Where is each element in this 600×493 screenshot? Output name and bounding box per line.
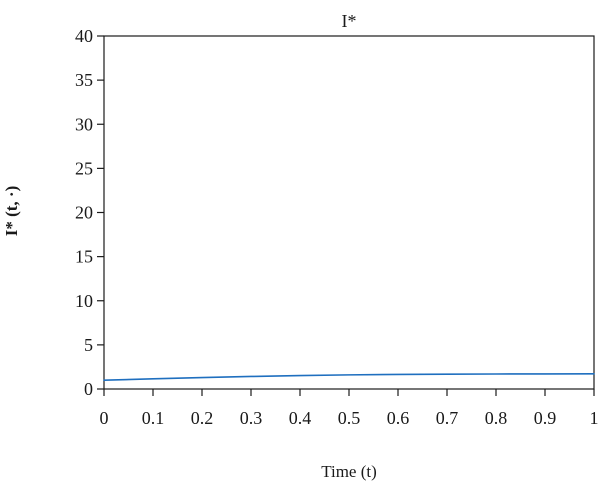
x-tick-label: 1: [590, 408, 599, 428]
x-tick-label: 0.1: [142, 408, 165, 428]
x-axis: 0 0.1 0.2 0.3 0.4 0.5 0.6 0.7 0.8 0.9 1: [100, 389, 599, 428]
y-axis: 0 5 10 15 20 25 30 35 40: [75, 26, 104, 399]
x-tick-label: 0.6: [387, 408, 410, 428]
chart-title: I*: [342, 11, 357, 31]
y-tick-label: 5: [84, 335, 93, 355]
x-tick-label: 0.8: [485, 408, 508, 428]
y-tick-label: 0: [84, 379, 93, 399]
y-tick-label: 10: [75, 291, 93, 311]
x-tick-label: 0.5: [338, 408, 361, 428]
x-tick-label: 0.4: [289, 408, 312, 428]
x-tick-label: 0.3: [240, 408, 263, 428]
y-tick-label: 35: [75, 70, 93, 90]
y-tick-label: 40: [75, 26, 93, 46]
x-tick-label: 0: [100, 408, 109, 428]
x-axis-label: Time (t): [321, 462, 377, 481]
x-tick-label: 0.7: [436, 408, 459, 428]
y-tick-label: 30: [75, 114, 93, 134]
y-tick-label: 15: [75, 247, 93, 267]
y-tick-label: 25: [75, 158, 93, 178]
plot-frame: [103, 35, 595, 390]
y-axis-label: I* (t, ·): [2, 186, 21, 237]
x-tick-label: 0.2: [191, 408, 214, 428]
plot-border: [103, 35, 595, 390]
series-line: [103, 373, 595, 381]
series-layer: [103, 373, 595, 381]
y-tick-label: 20: [75, 203, 93, 223]
x-tick-label: 0.9: [534, 408, 557, 428]
